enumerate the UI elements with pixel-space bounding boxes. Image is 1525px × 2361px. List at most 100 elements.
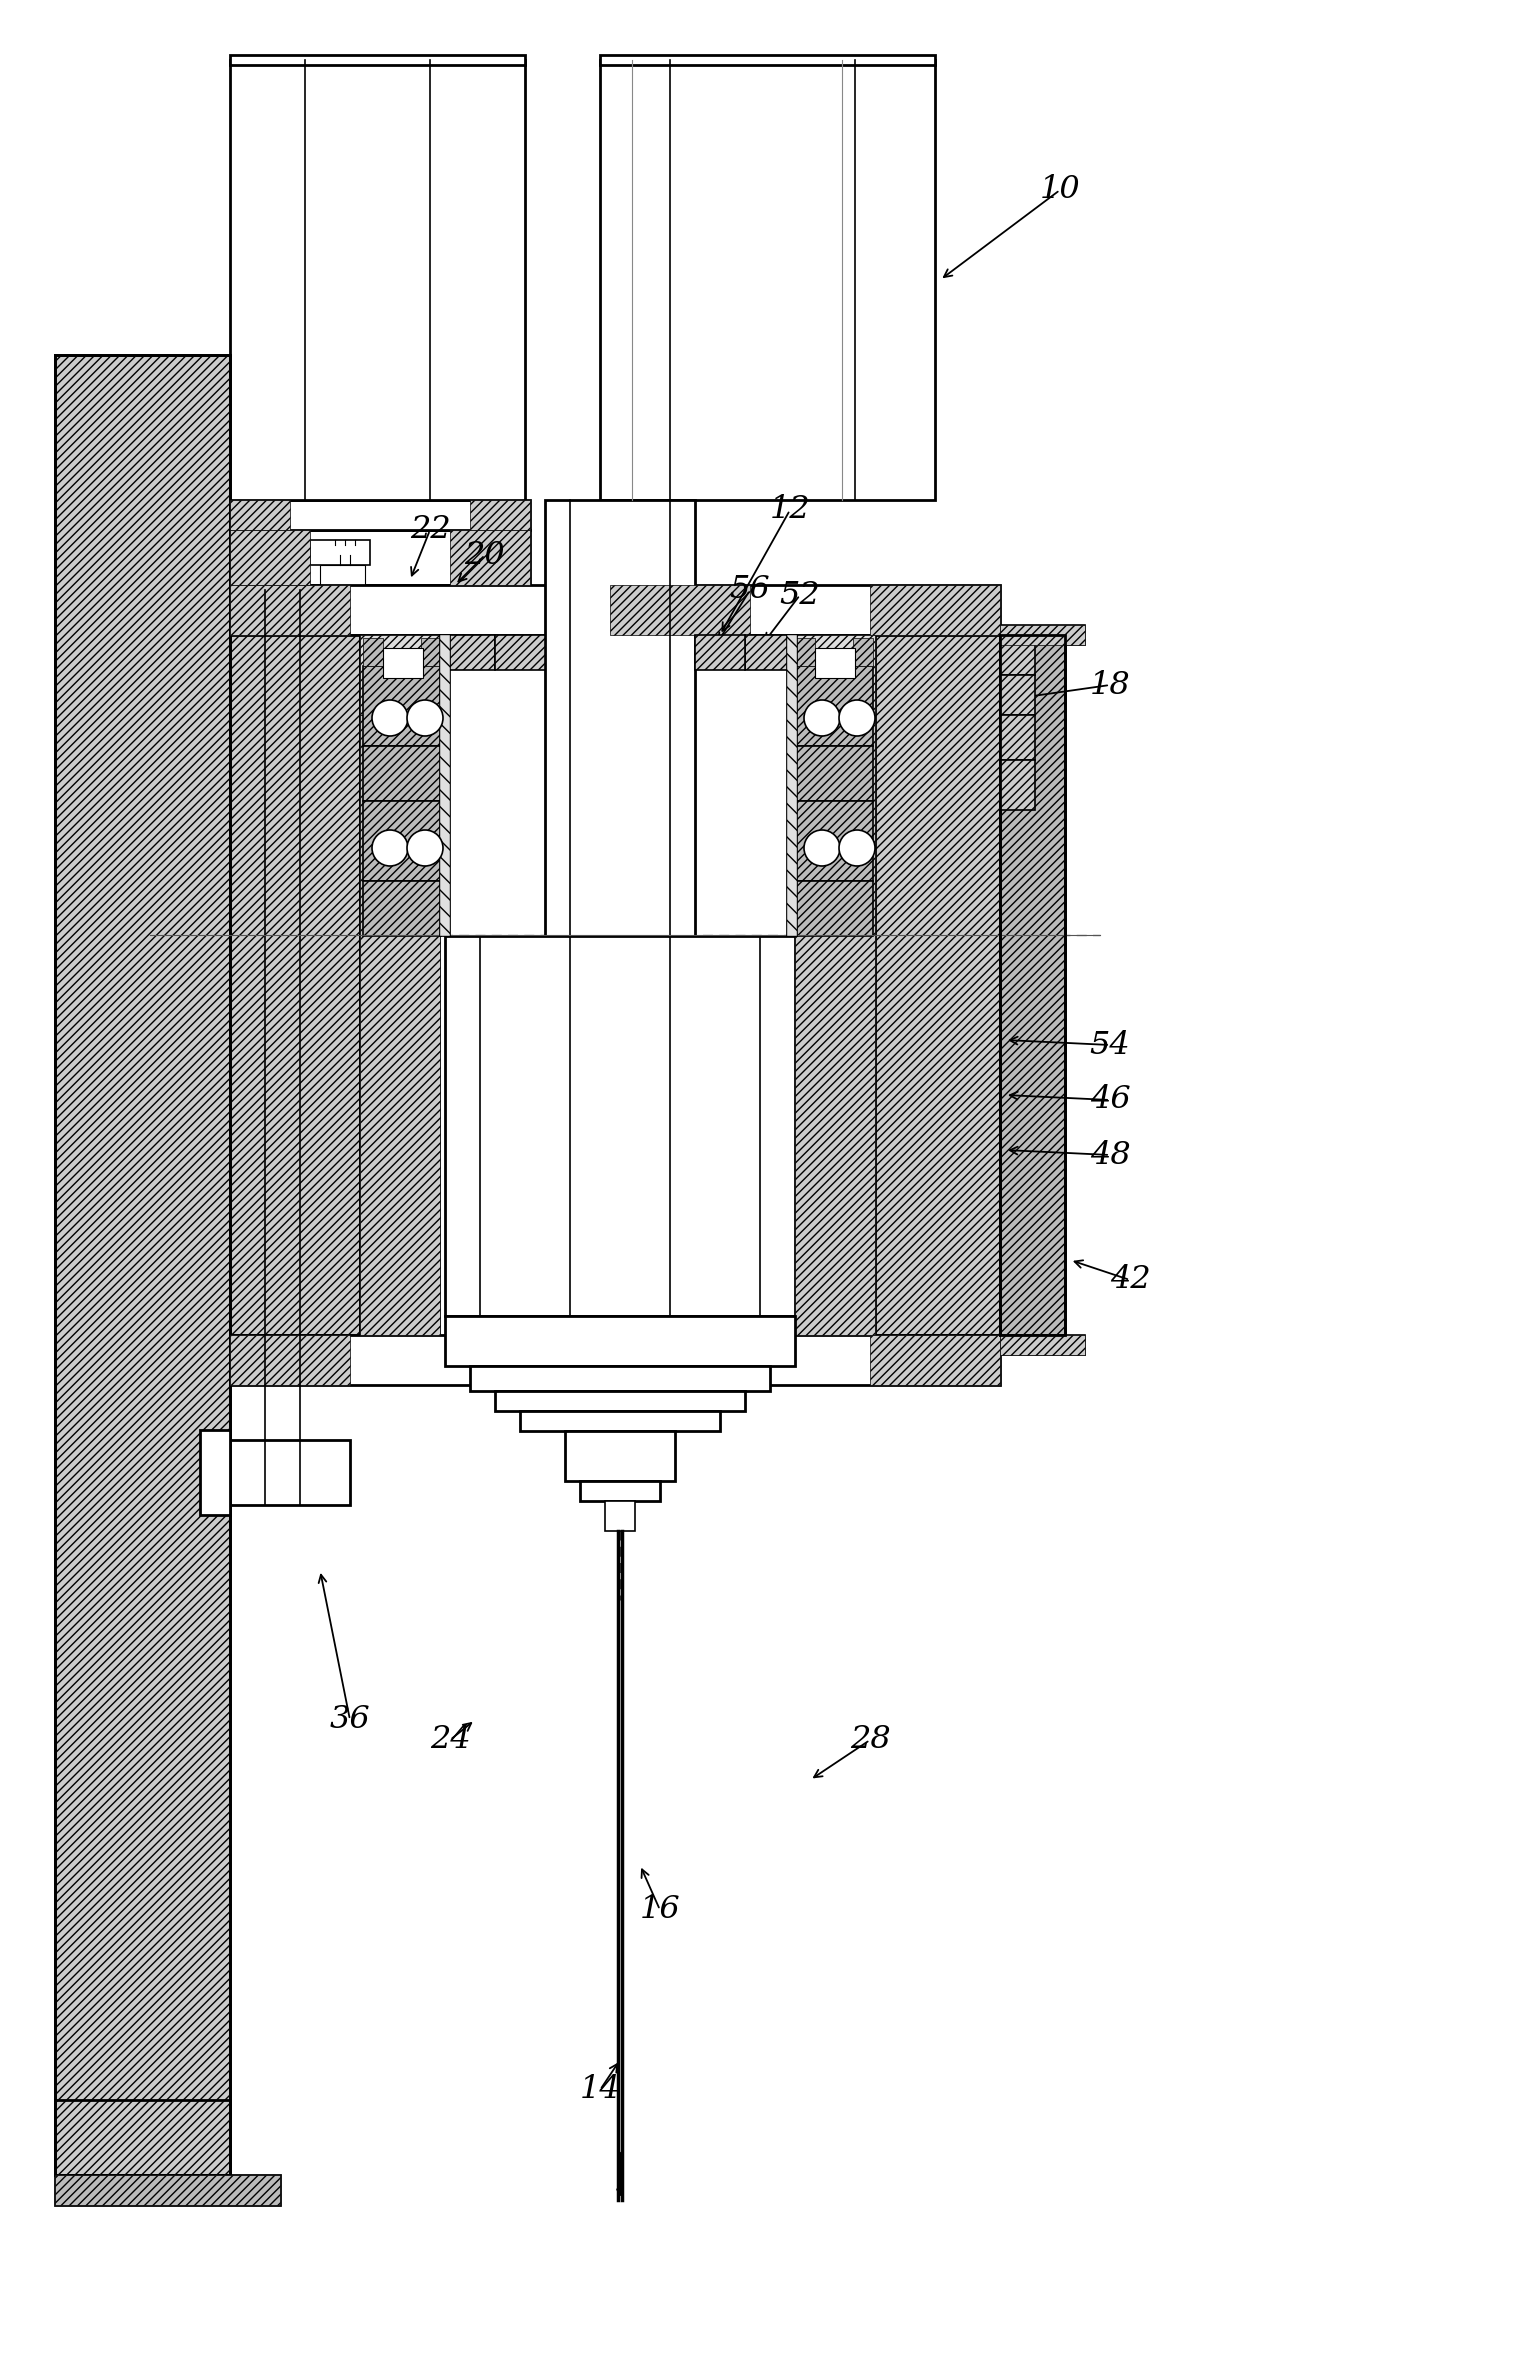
Bar [1000,1334,1084,1355]
Bar [230,635,360,1334]
Text: 42: 42 [1110,1265,1150,1296]
Bar [230,1334,1000,1386]
Bar [795,635,875,715]
Bar [610,1334,750,1386]
Bar [852,637,872,666]
Bar [795,637,814,666]
Bar [746,635,795,671]
Bar [605,1502,634,1530]
Bar [360,635,441,715]
Bar [1000,635,1064,1334]
Bar [869,1334,1000,1386]
Bar [230,529,531,586]
Bar [795,746,872,800]
Bar [695,635,746,671]
Bar [496,635,544,671]
Bar [795,635,875,715]
Text: 48: 48 [1090,1140,1130,1171]
Bar [795,666,872,746]
Text: 12: 12 [770,493,810,527]
Bar [1000,640,1035,675]
Circle shape [372,699,409,737]
Bar [869,586,1000,635]
Text: 36: 36 [329,1705,371,1735]
Bar [1000,626,1084,645]
Bar [363,637,383,666]
Bar [814,647,856,678]
Bar [230,59,525,501]
Bar [445,935,795,1315]
Text: 16: 16 [639,1894,680,1927]
Bar [363,746,441,800]
Bar [787,635,798,935]
Bar [230,54,525,66]
Bar [230,586,351,635]
Bar [363,881,441,935]
Bar [496,1391,746,1412]
Bar [544,501,695,1369]
Bar [445,1315,795,1367]
Bar [1000,675,1035,715]
Bar [875,635,1000,1334]
Text: 52: 52 [779,578,820,611]
Bar [1000,1334,1084,1355]
Bar [360,635,441,715]
Bar [363,666,441,746]
Bar [795,715,875,1334]
Bar [795,881,872,935]
Bar [421,637,441,666]
Bar [230,501,290,529]
Circle shape [372,831,409,866]
Text: 18: 18 [1090,671,1130,701]
Bar [310,541,371,564]
Bar [795,800,872,881]
Bar [580,1480,660,1502]
Text: 20: 20 [465,541,505,571]
Bar [360,715,441,1334]
Bar [230,586,1000,635]
Bar [795,637,872,666]
Bar [795,715,875,1334]
Circle shape [407,831,442,866]
Circle shape [407,699,442,737]
Bar [564,1431,676,1480]
Bar [55,354,230,2174]
Bar [610,586,750,635]
Bar [383,647,422,678]
Text: 24: 24 [430,1724,470,1757]
Bar [1000,626,1084,645]
Circle shape [839,699,875,737]
Bar [520,1412,720,1431]
Circle shape [804,699,840,737]
Text: 56: 56 [729,574,770,604]
Text: 22: 22 [410,515,450,545]
Text: 14: 14 [580,2075,621,2106]
Bar [320,564,364,586]
Bar [599,59,935,501]
Bar [200,1431,230,1516]
Bar [55,2174,281,2205]
Text: 46: 46 [1090,1084,1130,1114]
Bar [230,501,531,529]
Bar [599,54,935,66]
Bar [1000,635,1064,1334]
Bar [787,635,798,935]
Bar [1000,760,1035,810]
Bar [230,1334,351,1386]
Bar [230,529,310,586]
Bar [1000,715,1035,760]
Bar [363,637,441,666]
Bar [363,800,441,881]
Bar [55,2174,281,2205]
Text: 28: 28 [849,1724,891,1757]
Bar [450,529,531,586]
Bar [360,715,441,1334]
Bar [441,635,450,935]
Bar [470,501,531,529]
Bar [55,2099,230,2174]
Text: 54: 54 [1090,1029,1130,1060]
Bar [470,1367,770,1391]
Bar [230,1440,351,1504]
Circle shape [839,831,875,866]
Text: 10: 10 [1040,175,1080,205]
